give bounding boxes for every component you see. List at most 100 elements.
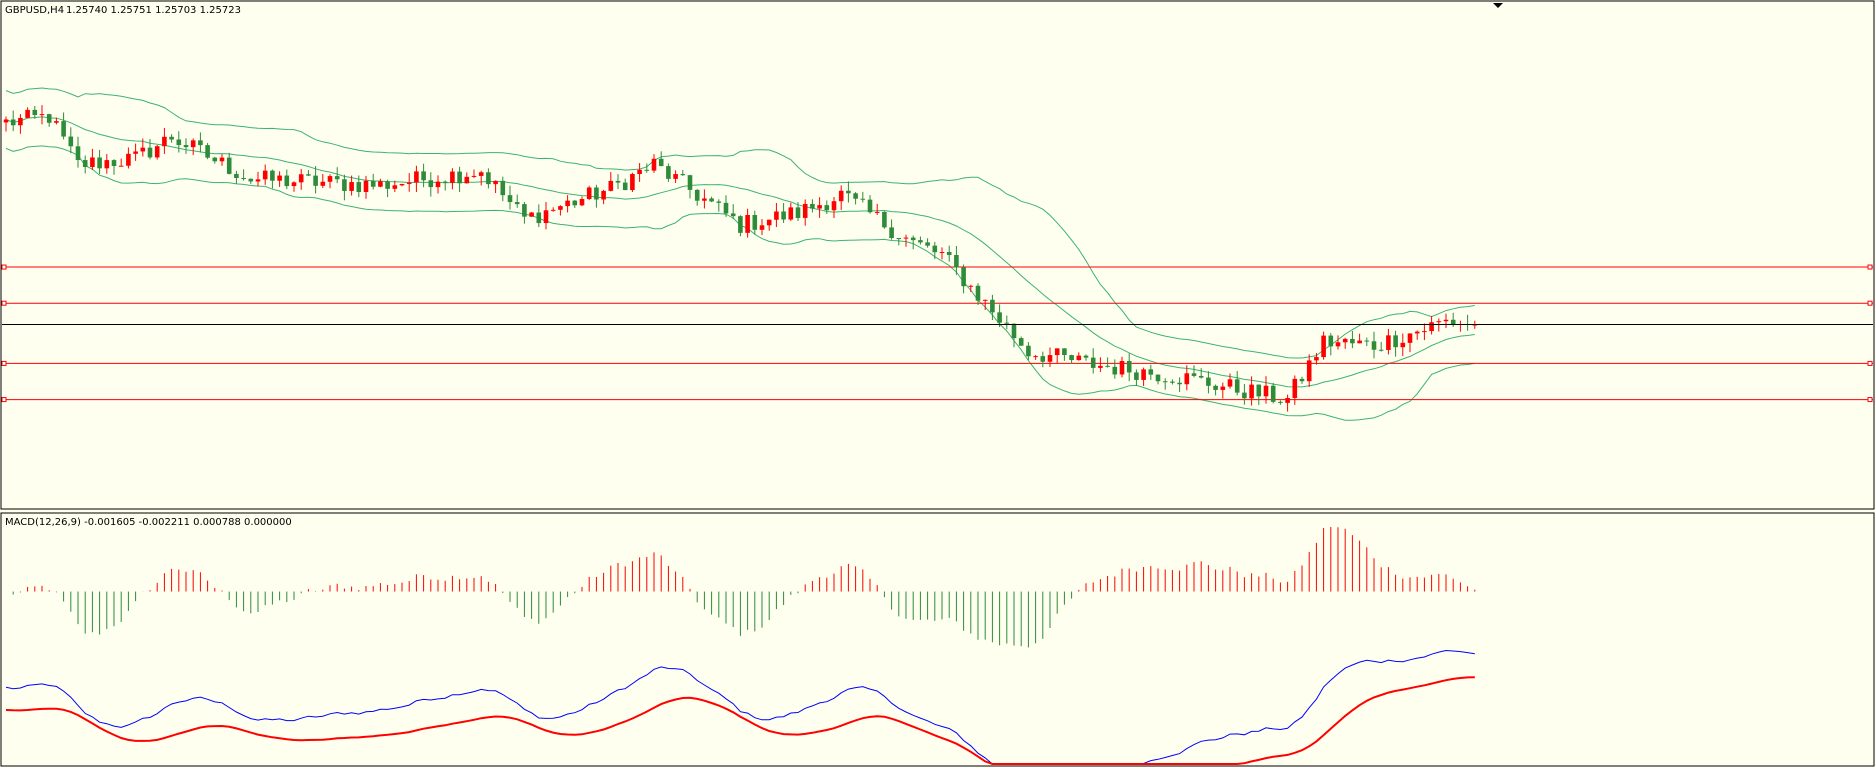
candle <box>3 116 9 132</box>
candle <box>658 151 664 167</box>
candle <box>558 205 563 216</box>
candle <box>954 246 959 275</box>
candle <box>1357 333 1362 344</box>
candle <box>1242 383 1247 405</box>
candle <box>61 112 66 140</box>
candle <box>478 170 484 186</box>
candle <box>1321 331 1326 360</box>
candle <box>1155 374 1161 385</box>
candle <box>982 299 988 310</box>
candle <box>370 173 376 190</box>
candle <box>1285 394 1290 412</box>
candle <box>270 169 275 189</box>
candle <box>1270 382 1276 404</box>
candle <box>889 219 894 240</box>
candle <box>1191 365 1197 378</box>
candle <box>183 138 189 154</box>
candle <box>493 180 498 194</box>
candle <box>248 178 254 184</box>
candle <box>1047 347 1053 367</box>
candle <box>1263 376 1269 404</box>
candle <box>176 131 182 153</box>
candle <box>1220 382 1226 399</box>
symbol-label: GBPUSD,H4 <box>5 5 64 16</box>
level-handle[interactable] <box>1 300 7 306</box>
chart-shift-marker-icon[interactable] <box>1493 3 1503 8</box>
candle <box>1378 341 1384 352</box>
candle <box>1328 333 1334 356</box>
candle <box>507 185 513 210</box>
candle <box>903 234 909 247</box>
candle <box>406 173 412 192</box>
candle <box>349 175 354 196</box>
candle <box>853 192 858 205</box>
candle <box>968 284 974 293</box>
candle <box>1011 323 1017 348</box>
macd-histogram <box>12 527 1476 648</box>
candle <box>745 208 750 238</box>
candle <box>846 181 851 203</box>
candle <box>1134 369 1139 386</box>
candle <box>414 165 419 192</box>
candle <box>25 107 30 119</box>
candle <box>342 174 347 201</box>
level-handle[interactable] <box>1867 264 1873 270</box>
candle <box>766 219 772 231</box>
candle <box>327 174 333 189</box>
candle <box>774 203 779 228</box>
candle <box>529 211 534 217</box>
candle <box>961 264 966 294</box>
candle <box>997 304 1002 328</box>
candle <box>291 181 297 192</box>
candle <box>1184 365 1190 391</box>
candle <box>1364 337 1370 347</box>
candle <box>1162 378 1168 390</box>
candle <box>104 154 110 174</box>
candle <box>1414 330 1420 340</box>
horizontal-levels[interactable] <box>1 264 1873 403</box>
candle <box>1306 354 1312 387</box>
candle <box>860 191 866 203</box>
candle <box>1429 315 1434 335</box>
candle <box>255 171 261 187</box>
candle <box>680 169 686 176</box>
candle <box>795 202 801 221</box>
candle <box>608 172 614 192</box>
candle <box>702 189 707 209</box>
candle <box>162 128 167 154</box>
candle <box>10 110 16 132</box>
candle <box>831 197 837 219</box>
candle <box>1141 367 1146 387</box>
level-handle[interactable] <box>1 360 7 366</box>
candle <box>1177 377 1182 392</box>
candle <box>399 183 405 187</box>
price-window[interactable] <box>0 0 1875 510</box>
candle <box>1393 330 1398 357</box>
level-handle[interactable] <box>1867 360 1873 366</box>
candle <box>543 201 549 230</box>
candle <box>90 148 95 170</box>
level-handle[interactable] <box>1867 397 1873 403</box>
candle <box>320 174 326 189</box>
macd-window[interactable] <box>0 512 1875 767</box>
level-handle[interactable] <box>1 264 7 270</box>
macd-label: MACD(12,26,9) -0.001605 -0.002211 0.0007… <box>5 517 292 528</box>
candle <box>630 172 635 192</box>
level-handle[interactable] <box>1867 300 1873 306</box>
candle <box>219 154 225 166</box>
candle <box>1299 376 1305 384</box>
candle <box>802 199 808 226</box>
candle <box>1314 353 1319 365</box>
candle <box>306 170 311 177</box>
candle <box>334 167 340 184</box>
candle <box>673 170 678 183</box>
candle <box>738 215 743 237</box>
candle <box>118 158 124 167</box>
candle <box>262 164 268 185</box>
candle <box>565 195 570 213</box>
candle <box>586 185 592 201</box>
candle <box>363 175 369 199</box>
level-handle[interactable] <box>1 397 7 403</box>
candle <box>1033 355 1038 360</box>
